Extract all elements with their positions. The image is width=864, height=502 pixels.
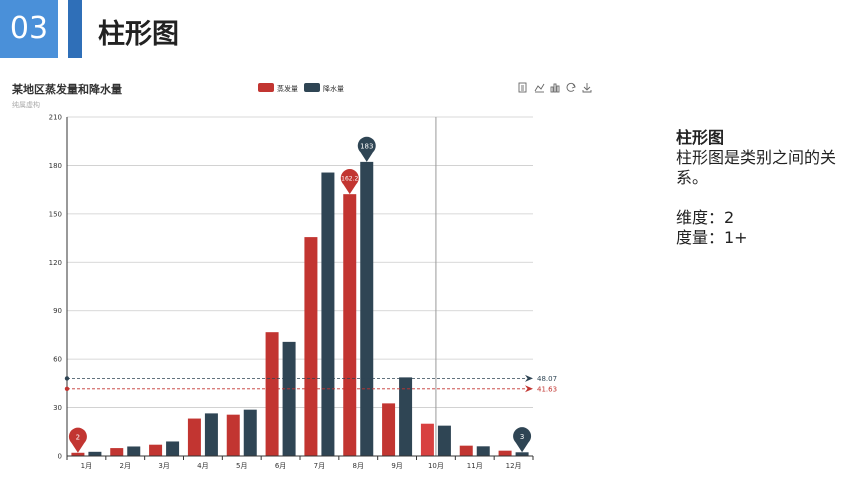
- x-tick-label: 1月: [81, 462, 92, 470]
- data-view-icon[interactable]: [518, 82, 527, 93]
- line-switch-icon[interactable]: [534, 83, 545, 93]
- x-tick-label: 12月: [506, 462, 522, 470]
- x-tick-label: 9月: [391, 462, 402, 470]
- x-tick-label: 5月: [236, 462, 247, 470]
- bar-evaporation: [110, 448, 124, 456]
- description-text: 柱形图是类别之间的关系。: [676, 148, 837, 187]
- y-tick-label: 180: [49, 162, 62, 170]
- bar-evaporation: [71, 452, 85, 456]
- download-icon[interactable]: [582, 83, 592, 93]
- x-tick-label: 6月: [275, 462, 286, 470]
- markline-arrow: [525, 374, 533, 382]
- chart-title: 某地区蒸发量和降水量: [11, 82, 122, 96]
- bar-precipitation: [515, 452, 529, 456]
- bar-precipitation: [321, 172, 335, 456]
- bar-evaporation: [226, 414, 240, 456]
- x-tick-label: 3月: [158, 462, 169, 470]
- y-tick-label: 30: [53, 404, 62, 412]
- title-accent-bar: [68, 0, 82, 58]
- bar-precipitation: [88, 451, 102, 456]
- bar-precipitation: [399, 377, 413, 456]
- bar-evaporation: [265, 332, 279, 456]
- markpoint-label: 183: [360, 142, 373, 150]
- y-tick-label: 150: [49, 210, 62, 218]
- bar-evaporation: [343, 194, 357, 457]
- y-tick-label: 120: [49, 259, 62, 267]
- x-tick-label: 11月: [467, 462, 483, 470]
- dimension-text: 维度：2: [676, 208, 735, 227]
- bar-precipitation: [243, 409, 257, 456]
- legend-label-1: 蒸发量: [277, 84, 298, 93]
- bar-evaporation: [304, 237, 318, 456]
- bar-precipitation: [476, 446, 490, 456]
- description-panel: 柱形图 柱形图是类别之间的关系。 维度：2 度量：1+: [676, 128, 862, 248]
- markpoint-label: 2: [76, 433, 80, 441]
- slide-title: 柱形图: [98, 19, 179, 50]
- y-tick-label: 60: [53, 356, 62, 364]
- description-heading: 柱形图: [676, 128, 725, 147]
- legend-label-2: 降水量: [323, 84, 344, 93]
- markline-label: 48.07: [537, 375, 557, 383]
- bar-evaporation: [498, 450, 512, 456]
- measure-text: 度量：1+: [676, 228, 748, 247]
- markline-arrow: [525, 385, 533, 393]
- markpoint-label: 3: [520, 433, 524, 441]
- bar-precipitation: [204, 413, 218, 456]
- x-tick-label: 7月: [314, 462, 325, 470]
- bar-precipitation: [360, 161, 374, 456]
- markline-start-dot: [64, 376, 70, 381]
- x-tick-label: 8月: [353, 462, 364, 470]
- bar-evaporation: [187, 418, 201, 456]
- y-tick-label: 0: [58, 453, 62, 461]
- bar-evaporation: [382, 403, 396, 456]
- markline-label: 41.63: [537, 385, 557, 393]
- bar-evaporation: [149, 444, 163, 456]
- legend-swatch-2: [304, 83, 320, 92]
- x-tick-label: 10月: [428, 462, 444, 470]
- bar-precipitation: [282, 341, 296, 456]
- markpoint-pin: [340, 169, 359, 195]
- x-tick-label: 2月: [120, 462, 131, 470]
- legend-swatch-1: [258, 83, 274, 92]
- bar-precipitation: [437, 425, 451, 456]
- chart-subtitle: 纯属虚构: [12, 100, 40, 109]
- bar-precipitation: [127, 446, 141, 456]
- markpoint-pin: [357, 136, 376, 162]
- markpoint-label: 162.2: [341, 176, 358, 183]
- bar-evaporation: [459, 445, 473, 456]
- y-tick-label: 90: [53, 307, 62, 315]
- slide-number: 03: [0, 0, 58, 58]
- markpoint-pin: [68, 427, 87, 453]
- bar-switch-icon[interactable]: [550, 83, 560, 93]
- markline-start-dot: [64, 386, 70, 391]
- bar-precipitation: [166, 441, 180, 456]
- bar-evaporation: [420, 423, 434, 456]
- markpoint-pin: [513, 427, 532, 453]
- restore-icon[interactable]: [566, 82, 576, 92]
- y-tick-label: 210: [49, 114, 62, 122]
- x-tick-label: 4月: [197, 462, 208, 470]
